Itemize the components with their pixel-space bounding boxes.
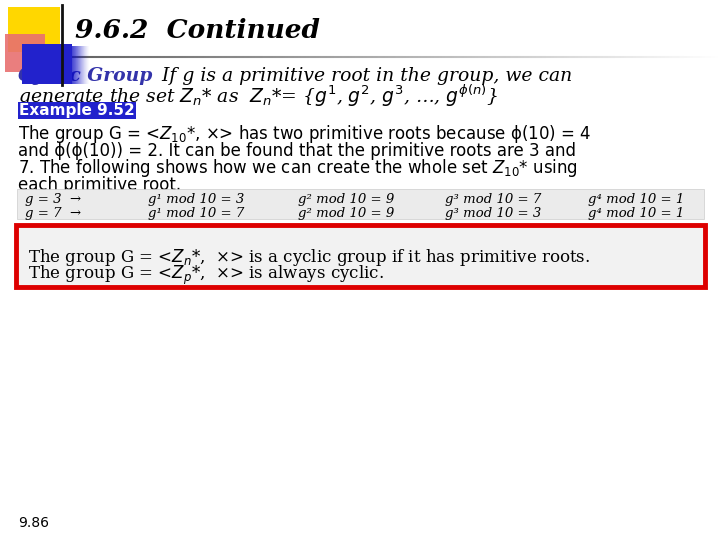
FancyBboxPatch shape	[22, 44, 72, 84]
Text: g¹ mod 10 = 7: g¹ mod 10 = 7	[148, 207, 244, 220]
FancyBboxPatch shape	[38, 46, 81, 84]
FancyBboxPatch shape	[8, 7, 60, 52]
Text: 9.6.2  Continued: 9.6.2 Continued	[75, 17, 320, 43]
FancyBboxPatch shape	[31, 46, 76, 84]
Text: The group G = <$Z_p$*,  ×> is always cyclic.: The group G = <$Z_p$*, ×> is always cycl…	[28, 264, 384, 287]
Text: g⁴ mod 10 = 1: g⁴ mod 10 = 1	[588, 207, 684, 220]
FancyBboxPatch shape	[34, 46, 78, 84]
FancyBboxPatch shape	[35, 46, 79, 84]
FancyBboxPatch shape	[37, 46, 80, 84]
Text: g³ mod 10 = 3: g³ mod 10 = 3	[445, 207, 541, 220]
Text: The group G = <$Z_{10}$*, ×> has two primitive roots because ϕ(10) = 4: The group G = <$Z_{10}$*, ×> has two pri…	[18, 123, 591, 145]
FancyBboxPatch shape	[22, 46, 70, 84]
Text: g = 7  →: g = 7 →	[25, 207, 81, 220]
Text: Example 9.52: Example 9.52	[19, 104, 135, 118]
Text: g³ mod 10 = 7: g³ mod 10 = 7	[445, 193, 541, 206]
FancyBboxPatch shape	[43, 46, 84, 84]
FancyBboxPatch shape	[5, 34, 45, 72]
Text: g² mod 10 = 9: g² mod 10 = 9	[298, 207, 395, 220]
Text: Cyclic Group: Cyclic Group	[18, 67, 153, 85]
Text: 9.86: 9.86	[18, 516, 49, 530]
FancyBboxPatch shape	[18, 102, 136, 119]
FancyBboxPatch shape	[17, 189, 704, 219]
FancyBboxPatch shape	[27, 46, 73, 84]
Text: If g is a primitive root in the group, we can: If g is a primitive root in the group, w…	[150, 67, 572, 85]
FancyBboxPatch shape	[42, 46, 83, 84]
FancyBboxPatch shape	[40, 46, 82, 84]
FancyBboxPatch shape	[16, 225, 705, 287]
Text: and ϕ(ϕ(10)) = 2. It can be found that the primitive roots are 3 and: and ϕ(ϕ(10)) = 2. It can be found that t…	[18, 142, 576, 160]
Text: The group G = <$Z_n$*,  ×> is a cyclic group if it has primitive roots.: The group G = <$Z_n$*, ×> is a cyclic gr…	[28, 247, 590, 268]
FancyBboxPatch shape	[28, 46, 74, 84]
FancyBboxPatch shape	[30, 46, 75, 84]
Text: g = 3  →: g = 3 →	[25, 193, 81, 206]
FancyBboxPatch shape	[32, 46, 77, 84]
FancyBboxPatch shape	[24, 46, 71, 84]
Text: g² mod 10 = 9: g² mod 10 = 9	[298, 193, 395, 206]
Text: 7. The following shows how we can create the whole set $Z_{10}$* using: 7. The following shows how we can create…	[18, 157, 578, 179]
Text: g¹ mod 10 = 3: g¹ mod 10 = 3	[148, 193, 244, 206]
FancyBboxPatch shape	[25, 46, 72, 84]
Text: each primitive root.: each primitive root.	[18, 176, 181, 194]
Text: g⁴ mod 10 = 1: g⁴ mod 10 = 1	[588, 193, 684, 206]
Text: generate the set $Z_n$* as  $Z_n$*= {$g^1$, $g^2$, $g^3$, …, $g^{\phi(n)}$}: generate the set $Z_n$* as $Z_n$*= {$g^1…	[18, 83, 498, 109]
